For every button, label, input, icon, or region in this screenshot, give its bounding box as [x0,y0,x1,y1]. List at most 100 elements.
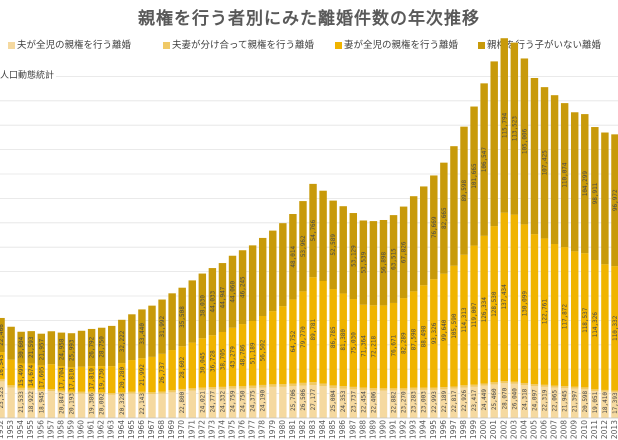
data-label: 72,218 [370,336,377,358]
data-label: 28,750 [99,336,106,358]
bar-segment [299,201,307,292]
bar-segment [430,389,438,418]
bar-segment [460,254,468,386]
legend-label-2: 妻が全児の親権を行う離婚 [344,40,459,51]
data-label: 82,289 [401,332,408,354]
data-label: 20,328 [119,393,126,415]
bar-segment [359,304,368,388]
bar-segment [570,251,579,387]
bar-segment [309,385,317,418]
bar-segment [450,265,458,387]
x-tick-label: 2005 [529,420,538,439]
bar-segment [17,331,25,364]
data-label: 105,006 [521,128,528,154]
data-label: 56,898 [380,251,387,273]
bar-segment [228,388,237,418]
bar-segment [7,359,15,386]
data-label: 19,386 [89,393,96,415]
data-label: 24,097 [531,389,538,411]
x-tick-label: 1952 [0,420,5,439]
bar-segment [17,363,25,388]
data-label: 114,313 [461,307,468,333]
bar-segment [57,366,66,391]
bar-segment [490,226,498,383]
bar-segment [47,389,56,392]
bar-segment [430,175,438,280]
data-label: 44,947 [219,286,226,308]
bar-segment [17,389,25,418]
bar-segment [480,235,488,384]
bar-segment [168,293,176,351]
bar-segment [57,390,66,393]
bar-segment [77,366,86,392]
bar-segment [27,363,35,388]
bar-segment [148,305,156,357]
bar-segment [490,384,498,418]
data-label: 63,515 [391,248,398,270]
bar-segment [57,392,66,418]
data-label: 98,911 [592,182,599,204]
bar-segment [319,383,327,387]
data-label: 20,002 [99,393,106,415]
data-label: 18,945 [38,391,45,413]
data-label: 22,993 [431,391,438,413]
data-label: 35,508 [179,306,186,328]
bar-segment [188,342,196,389]
data-label: 23,323 [0,386,5,408]
data-label: 24,318 [521,388,528,410]
data-label: 48,786 [240,344,247,366]
bar-segment [329,385,337,389]
data-label: 122,761 [542,299,549,325]
bar-segment [138,358,146,392]
bar-segment [530,384,539,387]
data-label: 25,004 [330,390,337,412]
data-label: 117,872 [562,304,569,330]
bar-segment [279,306,287,385]
data-label: 24,021 [199,391,206,413]
bar-segment [289,383,297,387]
bar-segment [198,338,207,388]
data-label: 19,730 [99,368,106,390]
bar-segment [530,234,539,385]
bar-segment [228,386,237,389]
data-label: 22,319 [542,389,549,411]
bar-segment [570,388,579,418]
x-tick-label: 1990 [378,420,387,439]
bar-segment [168,350,176,391]
bar-segment [500,212,508,382]
data-label: 24,777 [209,390,216,412]
x-tick-label: 1995 [429,420,438,439]
bar-segment [118,319,126,364]
bar-segment [108,394,116,418]
bar-segment [570,386,579,389]
data-label: 43,279 [230,346,237,368]
bar-segment [369,221,378,306]
bar-segment [138,309,146,359]
bar-segment [208,335,217,388]
x-tick-label: 1997 [449,420,458,439]
bar-segment [389,215,398,303]
bar-segment [218,386,227,390]
bar-segment [279,386,287,418]
x-tick-label: 1963 [107,420,116,439]
bar-segment [258,387,267,418]
data-label: 23,270 [401,391,408,413]
bar-segment [500,38,508,213]
data-label: 24,332 [219,390,226,412]
data-label: 27,177 [310,388,317,410]
data-label: 33,440 [139,323,146,345]
bar-segment [248,321,257,386]
bar-segment [430,279,438,388]
data-label: 26,737 [159,362,166,384]
bar-segment [279,384,287,387]
data-label: 22,143 [139,393,146,415]
data-label: 118,537 [582,307,589,333]
data-label: 24,449 [481,389,488,411]
chart-legend: 夫が全児の親権を行う離婚 夫妻が分け合って親権を行う離婚 妻が全児の親権を行う離婚 親… [0,37,618,53]
data-label: 30,045 [199,352,206,374]
legend-label-0: 夫が全児の親権を行う離婚 [17,40,132,51]
bar-segment [379,388,388,391]
bar-segment [440,273,448,388]
data-label: 53,129 [350,245,357,267]
